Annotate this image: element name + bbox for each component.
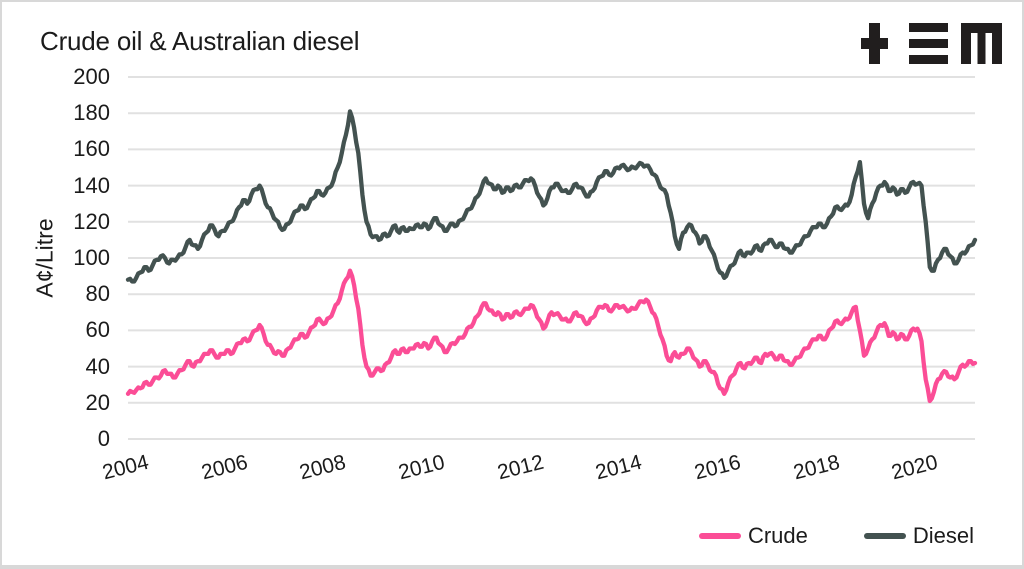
y-tick-label: 100	[73, 245, 110, 270]
x-tick-label: 2010	[396, 450, 447, 485]
logo-m	[961, 23, 1002, 64]
x-tick-label: 2016	[692, 450, 743, 485]
legend-item-crude: Crude	[698, 523, 808, 549]
x-tick-label: 2012	[495, 450, 546, 485]
legend-label-crude: Crude	[747, 523, 808, 548]
y-tick-label: 180	[73, 100, 110, 125]
x-tick-label: 2004	[100, 450, 151, 485]
logo-bar-3	[909, 55, 948, 64]
legend-label-diesel: Diesel	[912, 523, 974, 548]
tem-logo-glyphs	[861, 23, 1002, 64]
x-axis-ticks: 2004 2006 2008 2010 2012 2014 2016 2018 2020	[2, 448, 1022, 508]
diesel-line-swatch	[863, 533, 906, 539]
legend-item-diesel: Diesel	[863, 523, 974, 549]
chart-title: Crude oil & Australian diesel	[40, 26, 360, 56]
x-tick-label: 2008	[297, 450, 348, 485]
y-tick-label: 80	[85, 281, 110, 306]
logo-bar-2	[909, 39, 948, 48]
y-tick-label: 60	[85, 317, 110, 342]
y-tick-label: 0	[97, 426, 110, 451]
y-tick-label: 120	[73, 209, 110, 234]
x-tick-label: 2018	[791, 450, 842, 485]
x-tick-label: 2006	[199, 450, 250, 485]
y-tick-label: 40	[85, 354, 110, 379]
crude-line-swatch	[698, 533, 741, 539]
y-tick-label: 140	[73, 173, 110, 198]
y-tick-label: 160	[73, 136, 110, 161]
x-tick-label: 2020	[889, 450, 940, 485]
chart-legend: Crude Diesel	[698, 523, 974, 549]
y-tick-label: 200	[73, 64, 110, 89]
y-tick-label: 20	[85, 390, 110, 415]
logo-bar-1	[909, 23, 948, 32]
x-tick-label: 2014	[593, 450, 644, 485]
logo-plus-horizontal	[861, 38, 888, 49]
tem-logo	[861, 22, 1002, 65]
